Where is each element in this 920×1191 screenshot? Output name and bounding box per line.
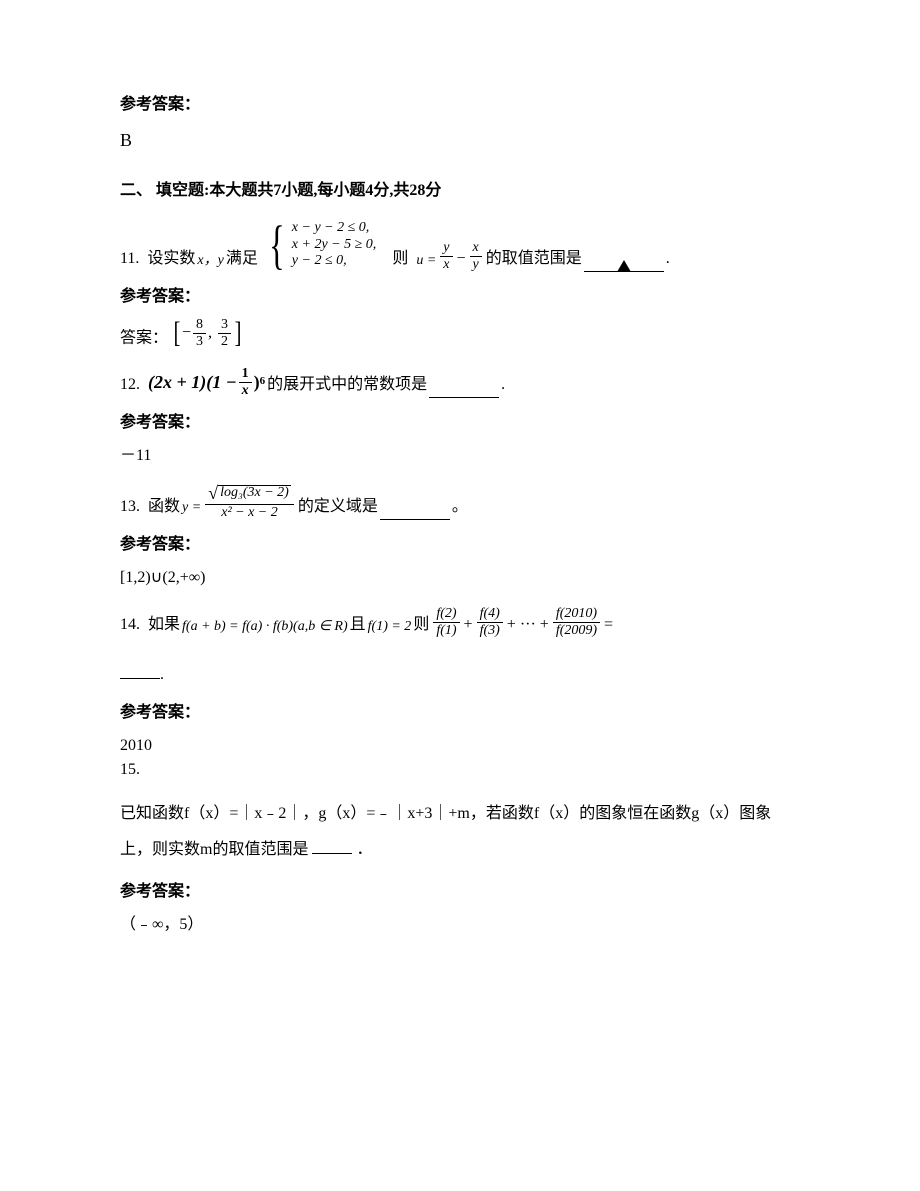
q14-period: . [160, 666, 164, 683]
ref-answer-heading-13: 参考答案： [120, 532, 820, 558]
q15-period: ． [356, 841, 372, 858]
triangle-icon [617, 260, 631, 272]
q11-frac1-num: y [440, 241, 452, 257]
q11-frac1: y x [440, 241, 452, 272]
q11-period: . [666, 246, 670, 272]
q12-answer: －11 [120, 443, 820, 469]
q12-tail: 的展开式中的常数项是 [267, 372, 427, 398]
q14-s3d: f(2009) [553, 623, 600, 638]
q14-plus1: + [464, 612, 473, 638]
q13-tail: 的定义域是 [298, 494, 378, 520]
q11-sys-1: x − y − 2 ≤ 0, [292, 220, 377, 237]
q12-period: . [501, 372, 505, 398]
q14-mid1: 且 [350, 612, 366, 638]
q14-cond1: f(a + b) = f(a) · f(b)(a,b ∈ R) [182, 616, 348, 638]
q11-pre: 设实数 [147, 246, 195, 272]
q11-mid2: 则 [392, 246, 408, 272]
q15-number: 15. [120, 757, 820, 783]
q13-blank [380, 503, 450, 520]
q14-blank [120, 662, 160, 679]
ref-answer-heading-15: 参考答案： [120, 879, 820, 905]
q11-a-num: 8 [193, 318, 206, 334]
q13-sqrt-inner: log₃(3x − 2) [218, 485, 291, 500]
problem-14: 14. 如果 f(a + b) = f(a) · f(b)(a,b ∈ R) 且… [120, 607, 820, 688]
q14-eq: = [604, 612, 613, 638]
q15-line1: 已知函数f（x）=｜x﹣2｜，g（x）=﹣｜x+3｜+m，若函数f（x）的图象恒… [120, 796, 820, 831]
q13-yeq: y = [182, 497, 201, 519]
ref-answer-heading-14: 参考答案： [120, 700, 820, 726]
q13-pre: 函数 [148, 494, 180, 520]
q13-frac: √ log₃(3x − 2) x² − x − 2 [205, 485, 294, 520]
q11-ueq: u = [416, 250, 436, 272]
q12-pow: 6 [260, 373, 266, 391]
q11-b-num: 3 [218, 318, 231, 334]
problem-11: 11. 设实数 x，y 满足 { x − y − 2 ≤ 0, x + 2y −… [120, 218, 820, 272]
q12-frac-num: 1 [239, 367, 252, 383]
q15-line2: 上，则实数m的取值范围是 [120, 841, 308, 858]
q12-frac-den: x [239, 383, 252, 398]
q11-answer: 答案： [ − 8 3 , 3 2 ] [120, 318, 820, 351]
q11-mid1: 满足 [226, 246, 258, 272]
q14-number: 14. [120, 612, 140, 638]
q14-pre: 如果 [148, 612, 180, 638]
q15-answer: （﹣∞，5） [120, 912, 820, 938]
answer-b: B [120, 126, 820, 155]
ref-answer-heading-top: 参考答案： [120, 92, 820, 118]
q12-expr-a: (2x + 1)(1 − [148, 368, 237, 397]
q13-den: x² − x − 2 [218, 505, 281, 520]
q14-s2d: f(3) [477, 623, 503, 638]
q11-frac2-num: x [470, 241, 482, 257]
q11-sys-2: x + 2y − 5 ≥ 0, [292, 237, 377, 254]
q11-number: 11. [120, 246, 139, 272]
q14-answer: 2010 [120, 733, 820, 759]
q11-frac2-den: y [470, 257, 482, 272]
q11-a-den: 3 [193, 334, 206, 349]
q11-b-den: 2 [218, 334, 231, 349]
q11-interval: [ − 8 3 , 3 2 ] [172, 318, 243, 349]
q11-frac2: x y [470, 241, 482, 272]
q11-ans-label: 答案： [120, 329, 168, 346]
q14-s2n: f(4) [477, 607, 503, 623]
q12-number: 12. [120, 372, 140, 398]
brace-icon: { [269, 218, 285, 272]
q14-cond2: f(1) = 2 [368, 616, 412, 638]
q14-s3n: f(2010) [553, 607, 600, 623]
q11-minus: − [457, 246, 466, 272]
section-2-heading: 二、 填空题:本大题共7小题,每小题4分,共28分 [120, 178, 820, 204]
q11-tail: 的取值范围是 [486, 246, 582, 272]
ref-answer-heading-12: 参考答案： [120, 410, 820, 436]
q13-number: 13. [120, 494, 140, 520]
q13-num: √ log₃(3x − 2) [205, 485, 294, 505]
q14-mid2: 则 [413, 612, 429, 638]
q11-blank [584, 255, 664, 272]
q12-expr: (2x + 1)(1 − 1 x ) 6 [148, 367, 265, 398]
q11-sys-3: y − 2 ≤ 0, [292, 253, 377, 270]
q13-period: 。 [452, 494, 468, 520]
ref-answer-heading-11: 参考答案： [120, 284, 820, 310]
q11-vars: x，y [197, 250, 223, 272]
q11-system: { x − y − 2 ≤ 0, x + 2y − 5 ≥ 0, y − 2 ≤… [264, 218, 376, 272]
q14-s1d: f(1) [433, 623, 459, 638]
q14-plus2: + ··· + [507, 612, 549, 638]
q14-s1n: f(2) [433, 607, 459, 623]
problem-13: 13. 函数 y = √ log₃(3x − 2) x² − x − 2 的定义… [120, 485, 820, 520]
q13-answer: [1,2)∪(2,+∞) [120, 565, 820, 591]
q11-frac1-den: x [440, 257, 452, 272]
problem-12: 12. (2x + 1)(1 − 1 x ) 6 的展开式中的常数项是 . [120, 367, 820, 398]
q11-neg: − [182, 320, 191, 346]
q12-blank [429, 381, 499, 398]
problem-15: 已知函数f（x）=｜x﹣2｜，g（x）=﹣｜x+3｜+m，若函数f（x）的图象恒… [120, 796, 820, 866]
q15-blank [312, 837, 352, 854]
